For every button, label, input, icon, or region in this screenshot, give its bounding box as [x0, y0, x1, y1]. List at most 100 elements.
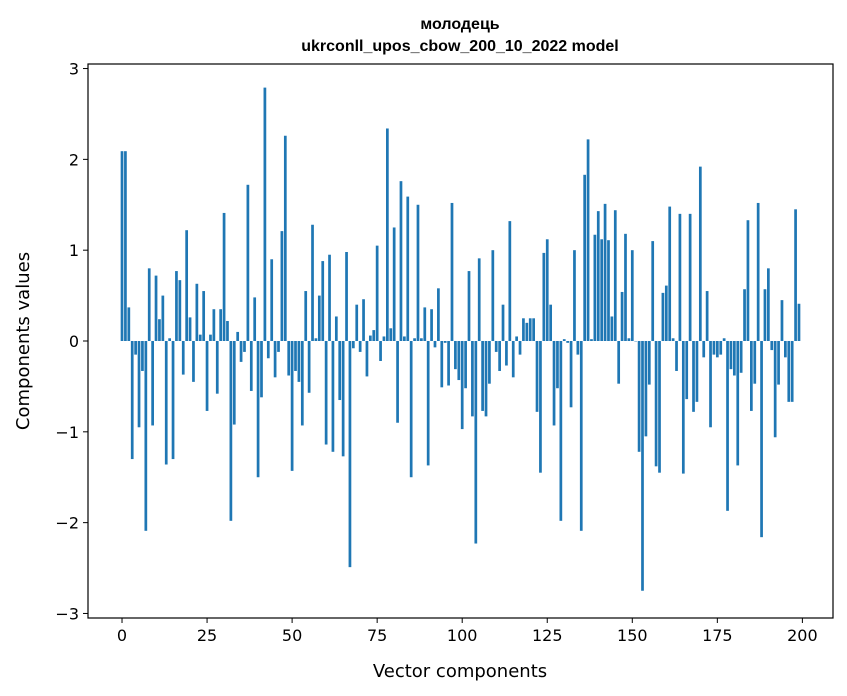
- bar-29: [219, 309, 223, 341]
- bar-182: [739, 341, 743, 373]
- bar-168: [692, 341, 695, 412]
- bar-199: [797, 303, 801, 341]
- bar-33: [232, 341, 236, 425]
- bar-131: [566, 341, 570, 343]
- bar-160: [664, 285, 668, 341]
- bar-52: [297, 341, 301, 382]
- bar-96: [447, 341, 450, 386]
- bar-75: [375, 245, 379, 341]
- bar-195: [784, 341, 787, 358]
- bar-57: [314, 338, 318, 341]
- bars-group: [120, 87, 801, 591]
- bar-32: [229, 341, 233, 521]
- bar-34: [236, 331, 240, 341]
- bar-162: [671, 338, 675, 341]
- bar-172: [705, 291, 709, 341]
- bar-154: [644, 341, 648, 437]
- bar-135: [579, 341, 583, 531]
- bar-98: [454, 341, 457, 370]
- bar-13: [164, 341, 168, 465]
- bar-127: [552, 341, 556, 426]
- bar-60: [324, 341, 328, 445]
- bar-97: [450, 202, 454, 341]
- bar-40: [256, 341, 260, 478]
- bar-45: [273, 341, 277, 378]
- bar-107: [484, 341, 488, 417]
- y-tick-label: 1: [69, 241, 79, 260]
- bar-91: [430, 309, 433, 341]
- bar-22: [195, 283, 199, 341]
- bar-70: [358, 341, 362, 352]
- bar-43: [266, 341, 270, 359]
- bar-20: [188, 317, 192, 341]
- bar-5: [137, 341, 141, 428]
- bar-101: [464, 341, 467, 389]
- bar-53: [300, 341, 304, 426]
- bar-193: [777, 341, 780, 385]
- bar-66: [345, 252, 348, 341]
- y-tick-label: 3: [69, 60, 79, 79]
- bar-169: [695, 341, 699, 402]
- bar-189: [763, 289, 767, 341]
- bar-129: [559, 341, 563, 521]
- bar-86: [413, 338, 416, 341]
- bar-18: [181, 341, 185, 375]
- bar-51: [294, 341, 297, 371]
- bar-155: [647, 341, 651, 385]
- bar-141: [600, 239, 604, 341]
- bar-62: [331, 341, 335, 452]
- bar-148: [624, 233, 627, 341]
- bar-177: [722, 338, 726, 341]
- bar-123: [539, 341, 542, 473]
- bar-175: [715, 341, 719, 358]
- bar-110: [494, 341, 498, 352]
- bar-136: [583, 174, 587, 341]
- bar-38: [249, 341, 253, 391]
- bar-71: [362, 299, 365, 341]
- bar-112: [501, 304, 505, 341]
- bar-191: [770, 341, 774, 351]
- x-tick-label: 175: [702, 626, 733, 645]
- bar-153: [641, 341, 644, 591]
- bar-37: [246, 184, 250, 341]
- bar-132: [569, 341, 573, 408]
- bar-109: [491, 250, 495, 341]
- bar-149: [627, 338, 631, 341]
- bar-197: [790, 341, 794, 402]
- bar-181: [736, 341, 740, 466]
- bar-145: [613, 210, 617, 341]
- bar-185: [750, 341, 753, 411]
- bar-94: [440, 341, 444, 388]
- bar-63: [334, 316, 338, 341]
- bar-16: [175, 271, 178, 341]
- bar-36: [243, 341, 246, 352]
- bar-133: [573, 250, 576, 341]
- bar-125: [545, 239, 549, 341]
- bar-87: [416, 204, 420, 341]
- bar-49: [287, 341, 291, 376]
- bar-194: [780, 300, 784, 341]
- bar-77: [382, 336, 386, 341]
- bar-95: [443, 341, 447, 343]
- bar-113: [505, 341, 508, 366]
- bar-161: [668, 206, 672, 341]
- x-tick-label: 200: [787, 626, 818, 645]
- bar-114: [508, 221, 512, 341]
- y-tick-label: −3: [55, 604, 79, 623]
- bar-23: [198, 334, 202, 341]
- bar-11: [158, 319, 161, 341]
- bar-147: [620, 291, 624, 341]
- bar-173: [709, 341, 712, 428]
- bar-14: [168, 338, 171, 341]
- bar-73: [368, 335, 372, 341]
- bar-103: [471, 341, 474, 417]
- bar-10: [154, 275, 158, 341]
- bar-176: [719, 341, 723, 355]
- bar-46: [277, 341, 280, 352]
- bar-93: [437, 288, 440, 341]
- bar-61: [328, 254, 331, 341]
- bar-65: [341, 341, 345, 457]
- bar-17: [178, 280, 182, 341]
- bar-6: [141, 341, 144, 371]
- bar-48: [283, 135, 287, 341]
